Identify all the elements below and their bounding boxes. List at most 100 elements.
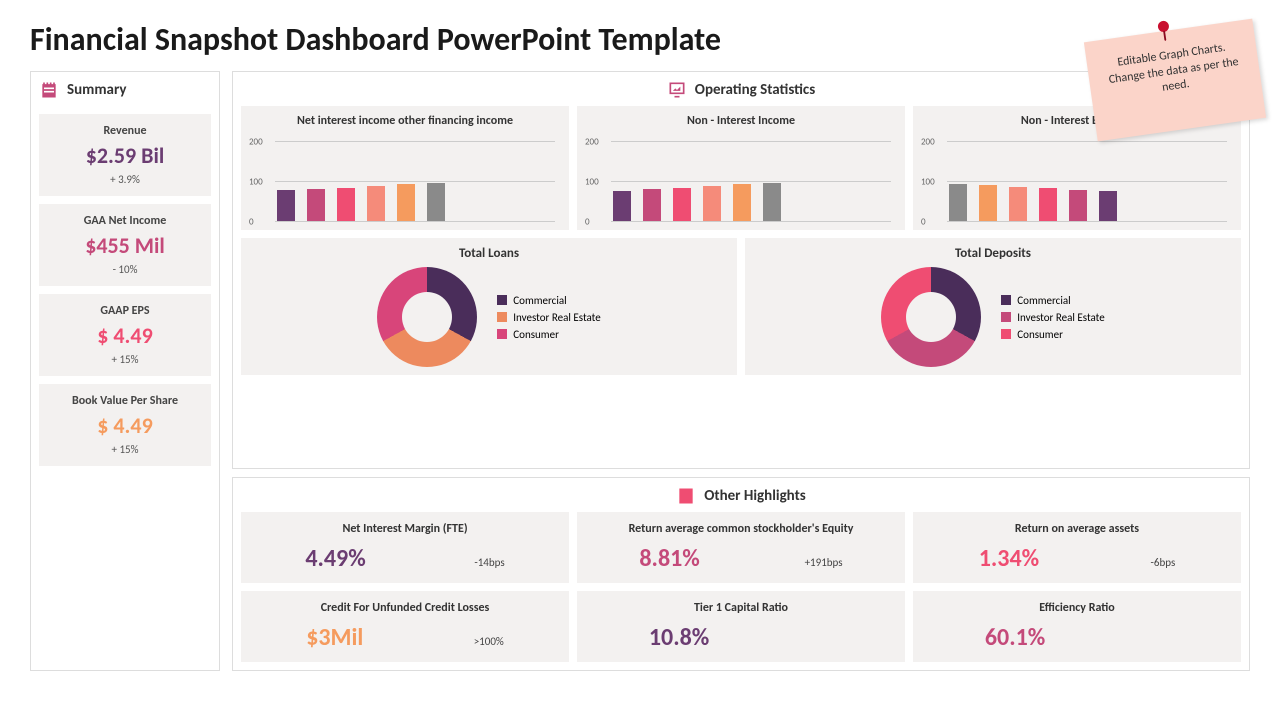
highlights-panel: Other Highlights Net Interest Margin (FT… (232, 477, 1250, 671)
donut-chart: Total Deposits Commercial Investor Real E… (745, 238, 1241, 375)
bar-chart-body: 0100200 (249, 132, 561, 222)
highlight-card: Return on average assets 1.34% -6bps (913, 512, 1241, 583)
gridline (611, 221, 891, 222)
highlight-value: 1.34% (979, 544, 1039, 573)
legend-item: Consumer (1001, 328, 1104, 341)
summary-label: Revenue (47, 124, 203, 138)
highlight-card: Tier 1 Capital Ratio 10.8% (577, 591, 905, 662)
highlight-label: Tier 1 Capital Ratio (587, 601, 895, 615)
highlight-label: Credit For Unfunded Credit Losses (251, 601, 559, 615)
legend-label: Commercial (513, 294, 566, 307)
y-tick: 0 (585, 217, 590, 228)
legend-item: Consumer (497, 328, 600, 341)
operating-heading-text: Operating Statistics (695, 81, 815, 99)
y-tick: 0 (921, 217, 926, 228)
highlight-card: Return average common stockholder's Equi… (577, 512, 905, 583)
y-tick: 100 (585, 177, 599, 188)
bar-chart-body: 0100200 (585, 132, 897, 222)
gridline (611, 181, 891, 182)
legend-swatch (1001, 312, 1011, 322)
summary-card: Book Value Per Share $ 4.49 + 15% (39, 384, 211, 466)
legend-label: Investor Real Estate (513, 311, 600, 324)
highlight-label: Return average common stockholder's Equi… (587, 522, 895, 536)
bar (733, 184, 751, 222)
dashboard-grid: Summary Revenue $2.59 Bil + 3.9%GAA Net … (30, 71, 1250, 671)
highlight-value: $3Mil (306, 623, 363, 652)
bar (703, 186, 721, 222)
donut-title: Total Loans (249, 246, 729, 261)
y-tick: 200 (921, 137, 935, 148)
bar (367, 186, 385, 222)
highlight-sub: -14bps (474, 556, 504, 569)
donut-legend: Commercial Investor Real Estate Consumer (497, 290, 600, 345)
donut-body: Commercial Investor Real Estate Consumer (249, 267, 729, 367)
summary-value: $455 Mil (47, 232, 203, 259)
gridline (275, 221, 555, 222)
bar (1009, 187, 1027, 222)
donut-ring (377, 267, 477, 367)
summary-sub: + 15% (47, 443, 203, 456)
list-icon (676, 486, 696, 506)
y-tick: 100 (249, 177, 263, 188)
highlights-row-2: Credit For Unfunded Credit Losses $3Mil … (241, 591, 1241, 662)
highlight-sub: >100% (474, 635, 504, 648)
summary-label: GAAP EPS (47, 304, 203, 318)
bar-charts-row: Net interest income other financing inco… (241, 106, 1241, 230)
pushpin-icon (1151, 16, 1176, 45)
bar-chart-title: Net interest income other financing inco… (249, 114, 561, 128)
sticky-note-text: Editable Graph Charts. Change the data a… (1108, 41, 1240, 95)
bar (763, 183, 781, 222)
highlight-value: 8.81% (639, 544, 699, 573)
bar (673, 188, 691, 222)
summary-card: Revenue $2.59 Bil + 3.9% (39, 114, 211, 196)
highlight-value: 10.8% (649, 623, 709, 652)
legend-item: Investor Real Estate (1001, 311, 1104, 324)
legend-swatch (497, 329, 507, 339)
highlight-card: Efficiency Ratio 60.1% (913, 591, 1241, 662)
bar-chart: Non - Interest Income 0100200 (577, 106, 905, 230)
summary-panel: Summary Revenue $2.59 Bil + 3.9%GAA Net … (30, 71, 220, 671)
donut-body: Commercial Investor Real Estate Consumer (753, 267, 1233, 367)
summary-sub: + 3.9% (47, 173, 203, 186)
summary-label: Book Value Per Share (47, 394, 203, 408)
legend-item: Commercial (497, 294, 600, 307)
legend-label: Consumer (1017, 328, 1063, 341)
bar (1069, 190, 1087, 222)
y-tick: 200 (249, 137, 263, 148)
gridline (275, 181, 555, 182)
right-column: Operating Statistics Net interest income… (232, 71, 1250, 671)
bar (1039, 188, 1057, 222)
highlight-label: Net Interest Margin (FTE) (251, 522, 559, 536)
legend-item: Commercial (1001, 294, 1104, 307)
summary-card: GAA Net Income $455 Mil - 10% (39, 204, 211, 286)
highlight-label: Return on average assets (923, 522, 1231, 536)
y-tick: 0 (249, 217, 254, 228)
gridline (947, 181, 1227, 182)
bar (397, 184, 415, 222)
gridline (275, 141, 555, 142)
highlight-card: Net Interest Margin (FTE) 4.49% -14bps (241, 512, 569, 583)
highlights-row-1: Net Interest Margin (FTE) 4.49% -14bps Re… (241, 512, 1241, 583)
highlights-heading: Other Highlights (241, 486, 1241, 506)
summary-value: $ 4.49 (47, 412, 203, 439)
legend-item: Investor Real Estate (497, 311, 600, 324)
highlight-card: Credit For Unfunded Credit Losses $3Mil … (241, 591, 569, 662)
notepad-icon (39, 80, 59, 100)
gridline (947, 141, 1227, 142)
highlight-value: 4.49% (305, 544, 365, 573)
legend-swatch (497, 295, 507, 305)
legend-label: Consumer (513, 328, 559, 341)
donut-legend: Commercial Investor Real Estate Consumer (1001, 290, 1104, 345)
bar (307, 189, 325, 222)
donut-title: Total Deposits (753, 246, 1233, 261)
legend-swatch (1001, 329, 1011, 339)
bar-chart: Net interest income other financing inco… (241, 106, 569, 230)
gridline (947, 221, 1227, 222)
bar-chart-body: 0100200 (921, 132, 1233, 222)
donut-ring (881, 267, 981, 367)
legend-label: Investor Real Estate (1017, 311, 1104, 324)
page-title: Financial Snapshot Dashboard PowerPoint … (30, 20, 1250, 59)
chart-monitor-icon (667, 80, 687, 100)
summary-heading-text: Summary (67, 81, 126, 99)
legend-label: Commercial (1017, 294, 1070, 307)
